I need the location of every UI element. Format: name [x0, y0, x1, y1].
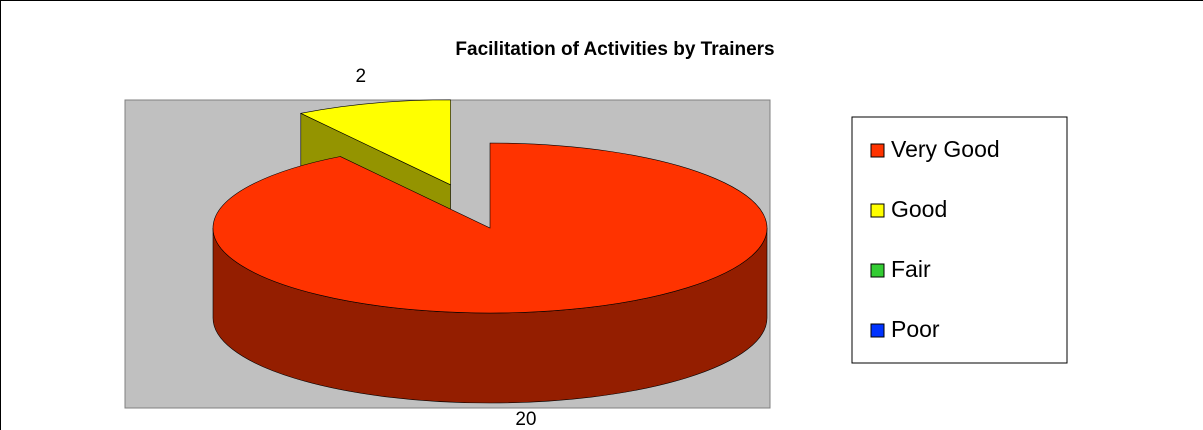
- legend-label: Very Good: [891, 136, 1000, 162]
- data-label: 20: [515, 409, 536, 430]
- data-label: 2: [356, 66, 367, 87]
- legend-label: Good: [891, 196, 947, 222]
- legend-swatch: [870, 263, 885, 278]
- slice-top: [212, 142, 768, 314]
- slice-top: [299, 99, 451, 186]
- legend-swatch: [870, 203, 885, 218]
- legend-label: Fair: [891, 256, 931, 282]
- pie: [212, 99, 768, 404]
- legend-swatch: [870, 323, 885, 338]
- chart-title: Facilitation of Activities by Trainers: [455, 39, 774, 60]
- legend-label: Poor: [891, 316, 940, 342]
- legend-swatch: [870, 143, 885, 158]
- legend-box: [851, 116, 1068, 364]
- slice: [212, 142, 768, 404]
